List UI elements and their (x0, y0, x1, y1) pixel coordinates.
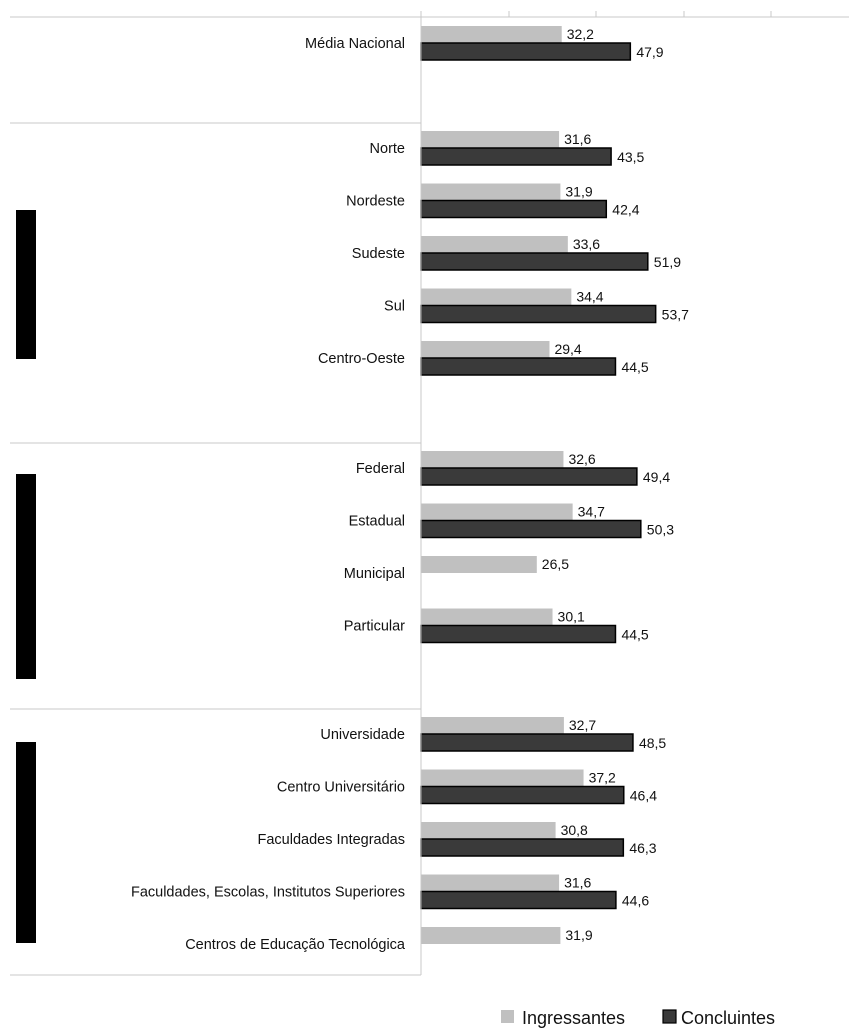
category-label: Nordeste (346, 194, 405, 210)
group-marker (16, 210, 36, 359)
category-label: Média Nacional (305, 36, 405, 52)
bar-concluintes (420, 519, 642, 539)
bar-concluintes (420, 733, 634, 752)
bar-concluintes (420, 467, 638, 486)
bar-concluintes (420, 624, 617, 644)
group-marker (16, 474, 36, 679)
bar-ingressantes (421, 183, 561, 201)
bar-ingressantes (421, 503, 573, 521)
value-label-concluintes: 44,6 (622, 893, 649, 909)
bar-ingressantes (421, 451, 564, 468)
category-label: Sudeste (352, 246, 405, 262)
bar-concluintes (420, 890, 617, 910)
category-label: Sul (384, 299, 405, 315)
bar-ingressantes (421, 822, 556, 839)
bar-ingressantes (421, 608, 553, 626)
bar-ingressantes (421, 717, 564, 734)
bar-concluintes (420, 199, 608, 219)
value-label-concluintes: 51,9 (654, 254, 681, 270)
category-label: Estadual (349, 514, 405, 530)
bar-concluintes (420, 42, 632, 61)
bar-ingressantes (421, 131, 560, 148)
value-label-ingressantes: 32,6 (568, 451, 595, 467)
legend-swatch-concluintes (662, 1009, 677, 1024)
bar-ingressantes (421, 341, 550, 358)
value-label-concluintes: 50,3 (647, 522, 674, 538)
bar-ingressantes (421, 556, 537, 573)
category-label: Faculdades Integradas (257, 832, 405, 848)
value-label-concluintes: 46,4 (630, 788, 657, 804)
legend-swatch-ingressantes (501, 1010, 514, 1023)
bar-ingressantes (421, 927, 561, 944)
value-label-ingressantes: 33,6 (573, 236, 600, 252)
value-label-ingressantes: 29,4 (554, 341, 581, 357)
value-label-ingressantes: 32,2 (567, 26, 594, 42)
bar-concluintes (420, 147, 612, 166)
category-label: Universidade (320, 727, 405, 743)
value-label-ingressantes: 30,8 (561, 822, 588, 838)
category-label: Centro Universitário (277, 780, 405, 796)
bar-concluintes (420, 785, 625, 805)
category-label: Faculdades, Escolas, Institutos Superior… (131, 885, 405, 901)
value-label-ingressantes: 31,9 (565, 184, 592, 200)
value-label-concluintes: 44,5 (621, 359, 648, 375)
legend-label-ingressantes: Ingressantes (522, 1008, 625, 1028)
bar-concluintes (420, 252, 649, 271)
bar-ingressantes (421, 26, 562, 43)
group-marker (16, 742, 36, 943)
legend-label-concluintes: Concluintes (681, 1008, 775, 1028)
value-label-concluintes: 53,7 (662, 307, 689, 323)
value-label-concluintes: 44,5 (621, 627, 648, 643)
value-label-concluintes: 46,3 (629, 840, 656, 856)
value-label-ingressantes: 34,7 (578, 504, 605, 520)
bar-concluintes (420, 304, 657, 324)
value-label-ingressantes: 34,4 (576, 289, 603, 305)
value-label-concluintes: 42,4 (612, 202, 639, 218)
bar-concluintes (420, 838, 625, 857)
category-label: Federal (356, 461, 405, 477)
value-label-ingressantes: 26,5 (542, 556, 569, 572)
value-label-ingressantes: 31,6 (564, 875, 591, 891)
value-label-ingressantes: 30,1 (558, 609, 585, 625)
value-label-ingressantes: 31,9 (565, 927, 592, 943)
category-label: Centro-Oeste (318, 351, 405, 367)
category-label: Norte (370, 141, 405, 157)
bar-ingressantes (421, 236, 568, 253)
value-label-ingressantes: 31,6 (564, 131, 591, 147)
value-label-concluintes: 49,4 (643, 469, 670, 485)
bar-ingressantes (421, 769, 584, 787)
category-label: Municipal (344, 566, 405, 582)
category-label: Centros de Educação Tecnológica (185, 937, 406, 953)
value-label-ingressantes: 32,7 (569, 717, 596, 733)
bar-concluintes (420, 357, 617, 376)
bar-ingressantes (421, 874, 560, 892)
category-label: Particular (344, 619, 405, 635)
value-label-concluintes: 48,5 (639, 735, 666, 751)
value-label-concluintes: 47,9 (636, 44, 663, 60)
bar-ingressantes (421, 288, 572, 306)
value-label-concluintes: 43,5 (617, 149, 644, 165)
value-label-ingressantes: 37,2 (589, 770, 616, 786)
